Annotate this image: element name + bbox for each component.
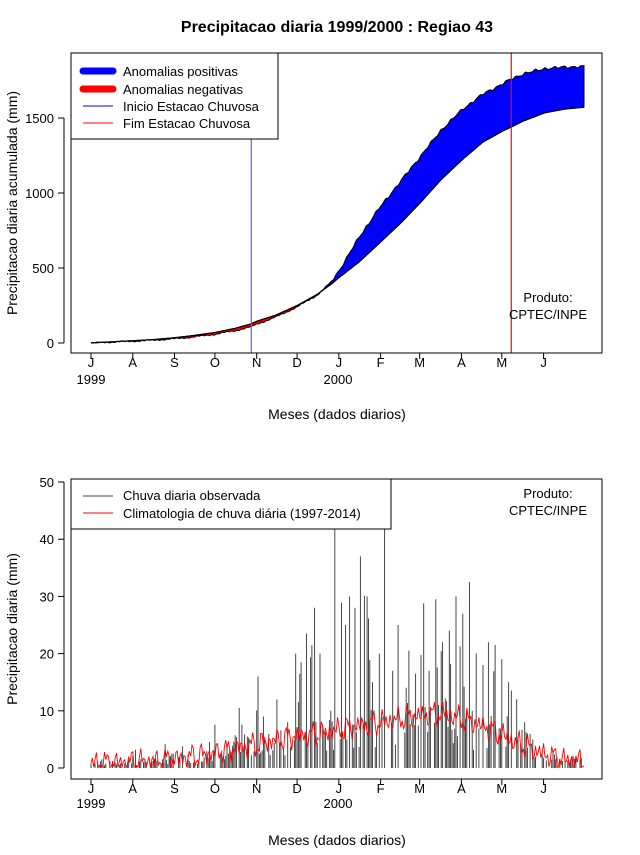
bottom-year-1999: 1999 — [77, 796, 106, 811]
bottom-y-tick-label-30: 30 — [40, 589, 54, 604]
bottom-year-2000: 2000 — [324, 796, 353, 811]
bottom-plot-area — [91, 505, 584, 768]
bottom-xlabel: Meses (dados diarios) — [268, 832, 406, 848]
top-x-tick-label-9: A — [457, 355, 466, 370]
bottom-legend: Chuva diaria observada Climatologia de c… — [71, 479, 391, 529]
bottom-x-tick-label-7: F — [377, 781, 385, 796]
top-annotation-produto: Produto: — [523, 290, 572, 305]
bottom-y-tick-label-10: 10 — [40, 704, 54, 719]
top-x-tick-label-1: A — [128, 355, 137, 370]
legend-label-season-end: Fim Estacao Chuvosa — [123, 116, 251, 131]
bottom-annotation-produto: Produto: — [523, 486, 572, 501]
bottom-x-tick-label-4: N — [252, 781, 261, 796]
top-legend: Anomalias positivas Anomalias negativas … — [71, 53, 278, 139]
bottom-annotation-cptec: CPTEC/INPE — [509, 503, 587, 518]
bottom-x-tick-label-9: A — [457, 781, 466, 796]
top-x-tick-label-11: J — [540, 355, 547, 370]
top-chart-title: Precipitacao diaria 1999/2000 : Regiao 4… — [181, 19, 493, 36]
legend-label-observed: Chuva diaria observada — [123, 488, 261, 503]
top-x-tick-label-6: J — [336, 355, 343, 370]
bottom-y-tick-label-0: 0 — [47, 761, 54, 776]
bottom-x-tick-label-0: J — [88, 781, 95, 796]
top-x-tick-label-8: M — [414, 355, 425, 370]
top-y-axis: 0 500 1000 1500 — [25, 111, 64, 351]
top-ylabel: Precipitacao diaria acumulada (mm) — [4, 91, 20, 315]
top-y-tick-label-0: 0 — [47, 336, 54, 351]
top-xlabel: Meses (dados diarios) — [268, 406, 406, 422]
legend-label-season-start: Inicio Estacao Chuvosa — [123, 99, 260, 114]
top-y-tick-label-1500: 1500 — [25, 111, 54, 126]
bottom-y-tick-label-20: 20 — [40, 647, 54, 662]
top-y-tick-label-1000: 1000 — [25, 186, 54, 201]
bottom-x-tick-label-3: O — [210, 781, 220, 796]
bottom-y-tick-label-50: 50 — [40, 475, 54, 490]
bottom-ylabel: Precipitacao diaria (mm) — [4, 553, 20, 705]
top-x-tick-label-0: J — [88, 355, 95, 370]
top-year-1999: 1999 — [77, 372, 106, 387]
top-x-tick-label-2: S — [170, 355, 179, 370]
top-year-2000: 2000 — [324, 372, 353, 387]
legend-label-positive: Anomalias positivas — [123, 64, 238, 79]
legend-label-negative: Anomalias negativas — [123, 82, 243, 97]
bottom-x-tick-label-6: J — [336, 781, 343, 796]
top-x-tick-label-5: D — [292, 355, 301, 370]
legend-label-climatology: Climatologia de chuva diária (1997-2014) — [123, 506, 361, 521]
top-x-tick-label-3: O — [210, 355, 220, 370]
bottom-y-axis: 0 10 20 30 40 50 — [40, 475, 64, 776]
top-x-tick-label-10: M — [496, 355, 507, 370]
top-x-tick-label-7: F — [377, 355, 385, 370]
top-annotation-cptec: CPTEC/INPE — [509, 307, 587, 322]
bottom-x-tick-label-10: M — [496, 781, 507, 796]
bottom-x-tick-label-5: D — [292, 781, 301, 796]
bottom-x-tick-label-1: A — [128, 781, 137, 796]
bottom-legend-box — [71, 479, 391, 529]
anomaly-positive-area-14 — [320, 66, 584, 293]
bottom-x-tick-label-11: J — [540, 781, 547, 796]
top-y-tick-label-500: 500 — [32, 261, 54, 276]
anomaly-negative-area-13 — [152, 292, 320, 340]
bottom-y-tick-label-40: 40 — [40, 532, 54, 547]
bottom-x-tick-label-8: M — [414, 781, 425, 796]
top-x-tick-label-4: N — [252, 355, 261, 370]
bottom-x-tick-label-2: S — [170, 781, 179, 796]
